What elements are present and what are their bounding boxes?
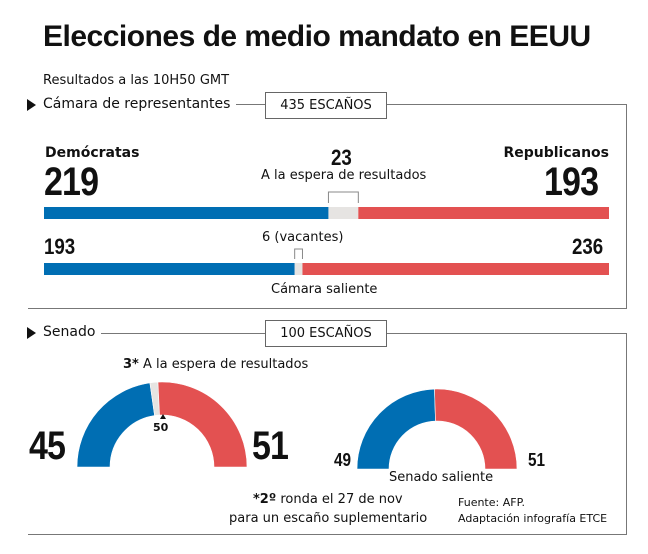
prev-rep-bar (302, 263, 609, 275)
house-pending-bar (328, 207, 359, 219)
senate-dem-count: 45 (29, 424, 66, 468)
frame-line (626, 104, 627, 309)
pending-bracket (327, 191, 359, 203)
prev-house-label: Cámara saliente (271, 282, 378, 297)
prev-senate-rep: 51 (528, 450, 546, 470)
senate-label: Senado (43, 324, 102, 340)
majority-marker-icon (160, 414, 166, 419)
house-pending-label: A la espera de resultados (261, 168, 427, 183)
senate-note-line2: para un escaño suplementario (229, 511, 428, 526)
senate-dem-arc (76, 382, 155, 468)
senate-rep-arc (157, 381, 248, 468)
prev-senate-label: Senado saliente (389, 470, 494, 485)
rep-label: Republicanos (503, 145, 609, 161)
note-text: ronda el 27 de nov (280, 492, 403, 507)
house-rep-count: 193 (544, 160, 599, 204)
page-title: Elecciones de medio mandato en EEUU (43, 20, 591, 53)
senate-rep-count: 51 (252, 424, 289, 468)
frame-line (626, 333, 627, 535)
house-pending-count: 23 (331, 145, 352, 170)
senate-seats-box: 100 ESCAÑOS (265, 320, 387, 347)
source-line2: Adaptación infografía ETCE (458, 512, 608, 525)
dem-label: Demócratas (45, 145, 140, 161)
house-label: Cámara de representantes (43, 96, 237, 112)
subtitle: Resultados a las 10H50 GMT (43, 73, 230, 88)
frame-line (225, 104, 627, 105)
senate-pending-count: 3* (123, 357, 139, 372)
prev-dem-count: 193 (44, 234, 76, 259)
source-line1: Fuente: AFP. (458, 496, 525, 509)
house-seats-box: 435 ESCAÑOS (265, 92, 387, 119)
prev-rep-count: 236 (572, 234, 604, 259)
triangle-bullet-icon (27, 99, 36, 111)
house-dem-count: 219 (44, 160, 99, 204)
vacant-label: 6 (vacantes) (262, 230, 344, 245)
senate-pending-label: 3* A la espera de resultados (123, 357, 308, 372)
senate-note-line1: *2º ronda el 27 de nov (253, 492, 403, 507)
triangle-bullet-icon (27, 327, 36, 339)
prev-dem-bar (44, 263, 295, 275)
majority-label: 50 (153, 421, 169, 434)
prev-senate-dem: 49 (334, 450, 352, 470)
note-marker: *2º (253, 492, 277, 507)
senate-pending-text: A la espera de resultados (142, 357, 309, 372)
prev-senate-dem-arc (356, 388, 436, 470)
prev-vacant-bar (294, 263, 303, 275)
frame-line (28, 308, 627, 309)
house-dem-bar (44, 207, 329, 219)
house-rep-bar (358, 207, 609, 219)
prev-senate-rep-arc (434, 388, 518, 470)
vacant-bracket (294, 248, 303, 259)
frame-line (28, 534, 627, 535)
